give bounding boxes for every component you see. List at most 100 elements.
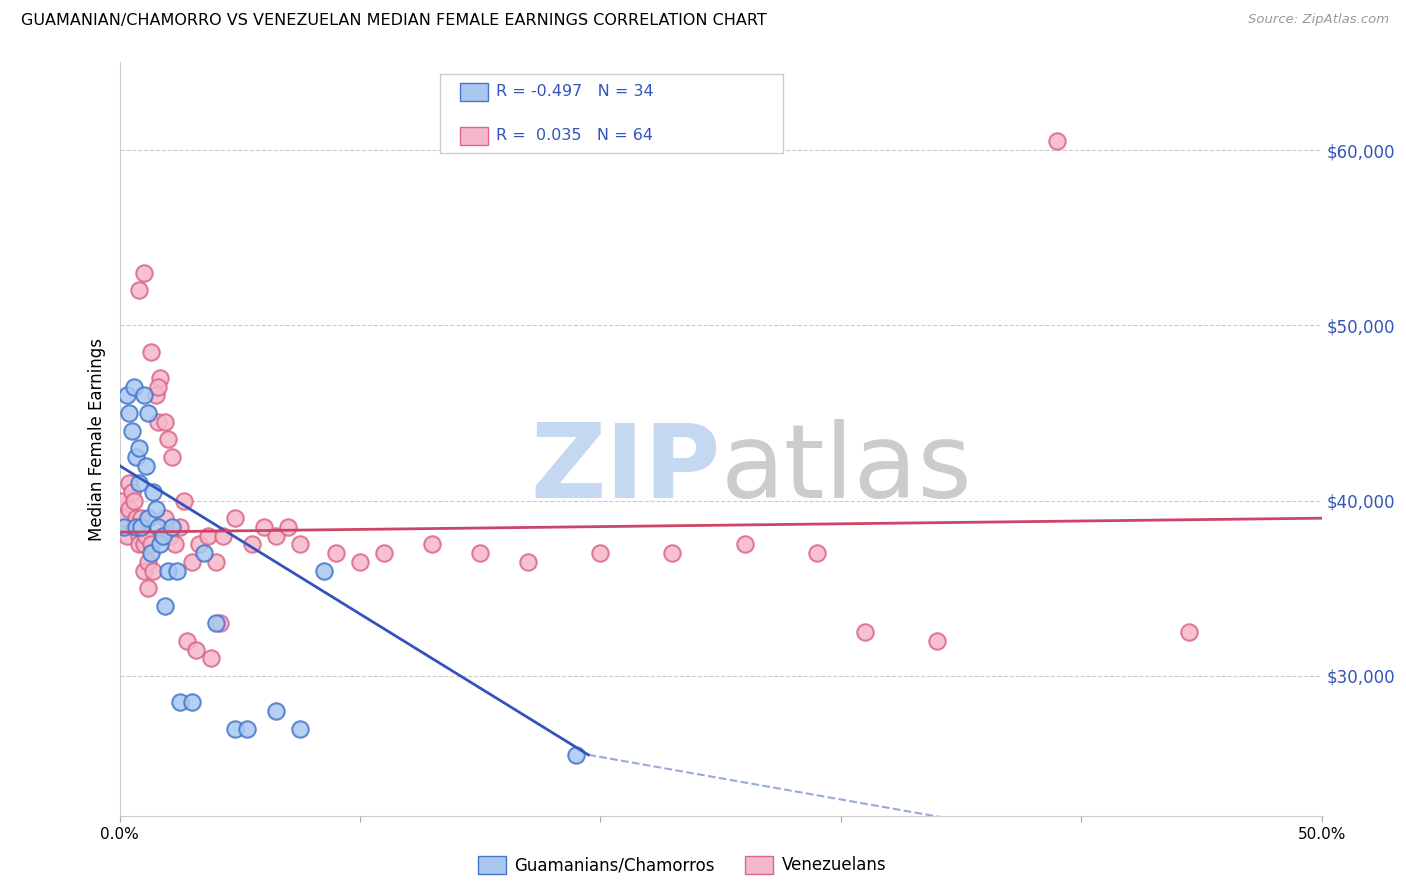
- Point: [138, 582, 160, 596]
- Text: 0.0%: 0.0%: [100, 827, 139, 842]
- Point: [264, 704, 287, 718]
- Point: [204, 555, 226, 569]
- Point: [224, 722, 246, 736]
- Point: [212, 529, 235, 543]
- Point: [118, 406, 141, 420]
- Point: [138, 555, 160, 569]
- Text: Guamanians/Chamorros: Guamanians/Chamorros: [515, 856, 716, 874]
- Point: [180, 695, 202, 709]
- Text: atlas: atlas: [720, 419, 973, 520]
- Point: [925, 633, 948, 648]
- Point: [204, 616, 226, 631]
- Point: [162, 450, 184, 464]
- Point: [180, 555, 202, 569]
- Point: [139, 344, 162, 359]
- Point: [200, 651, 222, 665]
- Point: [135, 458, 157, 473]
- Point: [128, 476, 150, 491]
- Text: Venezuelans: Venezuelans: [782, 856, 886, 874]
- Point: [349, 555, 371, 569]
- Point: [240, 537, 263, 551]
- Point: [111, 493, 134, 508]
- Point: [173, 493, 195, 508]
- Point: [121, 484, 143, 499]
- Point: [115, 529, 138, 543]
- Point: [159, 529, 181, 543]
- Point: [236, 722, 259, 736]
- Text: Source: ZipAtlas.com: Source: ZipAtlas.com: [1249, 13, 1389, 27]
- Point: [129, 520, 152, 534]
- Point: [145, 502, 167, 516]
- Point: [152, 529, 174, 543]
- Point: [146, 415, 169, 429]
- Point: [734, 537, 756, 551]
- Point: [146, 380, 169, 394]
- Text: GUAMANIAN/CHAMORRO VS VENEZUELAN MEDIAN FEMALE EARNINGS CORRELATION CHART: GUAMANIAN/CHAMORRO VS VENEZUELAN MEDIAN …: [21, 13, 766, 29]
- Point: [166, 564, 188, 578]
- Point: [806, 546, 828, 560]
- Point: [145, 388, 167, 402]
- Point: [169, 695, 191, 709]
- Point: [176, 633, 198, 648]
- Point: [118, 502, 141, 516]
- Point: [125, 520, 148, 534]
- Point: [139, 537, 162, 551]
- Point: [253, 520, 276, 534]
- Point: [132, 537, 155, 551]
- Point: [115, 388, 138, 402]
- Point: [1178, 625, 1201, 640]
- Point: [142, 484, 165, 499]
- Point: [169, 520, 191, 534]
- Y-axis label: Median Female Earnings: Median Female Earnings: [89, 338, 107, 541]
- Point: [118, 476, 141, 491]
- Text: R = -0.497   N = 34: R = -0.497 N = 34: [496, 84, 654, 99]
- Point: [128, 441, 150, 455]
- Point: [589, 546, 612, 560]
- Point: [128, 529, 150, 543]
- Text: R =  0.035   N = 64: R = 0.035 N = 64: [496, 128, 654, 144]
- Point: [146, 520, 169, 534]
- Point: [288, 537, 311, 551]
- Point: [122, 520, 145, 534]
- Point: [128, 537, 150, 551]
- Point: [139, 546, 162, 560]
- Point: [312, 564, 335, 578]
- Point: [420, 537, 443, 551]
- Point: [224, 511, 246, 525]
- Point: [163, 537, 186, 551]
- Point: [197, 529, 219, 543]
- Point: [565, 747, 588, 762]
- Point: [153, 415, 176, 429]
- Point: [325, 546, 347, 560]
- Point: [153, 599, 176, 613]
- Point: [468, 546, 492, 560]
- Point: [138, 511, 160, 525]
- Point: [112, 511, 135, 525]
- Point: [209, 616, 232, 631]
- Point: [853, 625, 876, 640]
- Point: [125, 450, 148, 464]
- Text: 50.0%: 50.0%: [1298, 827, 1346, 842]
- Point: [152, 529, 174, 543]
- Point: [121, 424, 143, 438]
- Text: ZIP: ZIP: [530, 419, 720, 520]
- Point: [517, 555, 540, 569]
- Point: [112, 520, 135, 534]
- Point: [373, 546, 395, 560]
- Point: [138, 406, 160, 420]
- Point: [156, 564, 179, 578]
- Point: [187, 537, 209, 551]
- Point: [1046, 134, 1069, 148]
- Point: [661, 546, 683, 560]
- Point: [132, 388, 155, 402]
- Point: [149, 537, 172, 551]
- Point: [149, 371, 172, 385]
- Point: [162, 520, 184, 534]
- Point: [142, 564, 165, 578]
- Point: [264, 529, 287, 543]
- Point: [132, 266, 155, 280]
- Point: [122, 380, 145, 394]
- Point: [193, 546, 215, 560]
- Point: [132, 564, 155, 578]
- Point: [288, 722, 311, 736]
